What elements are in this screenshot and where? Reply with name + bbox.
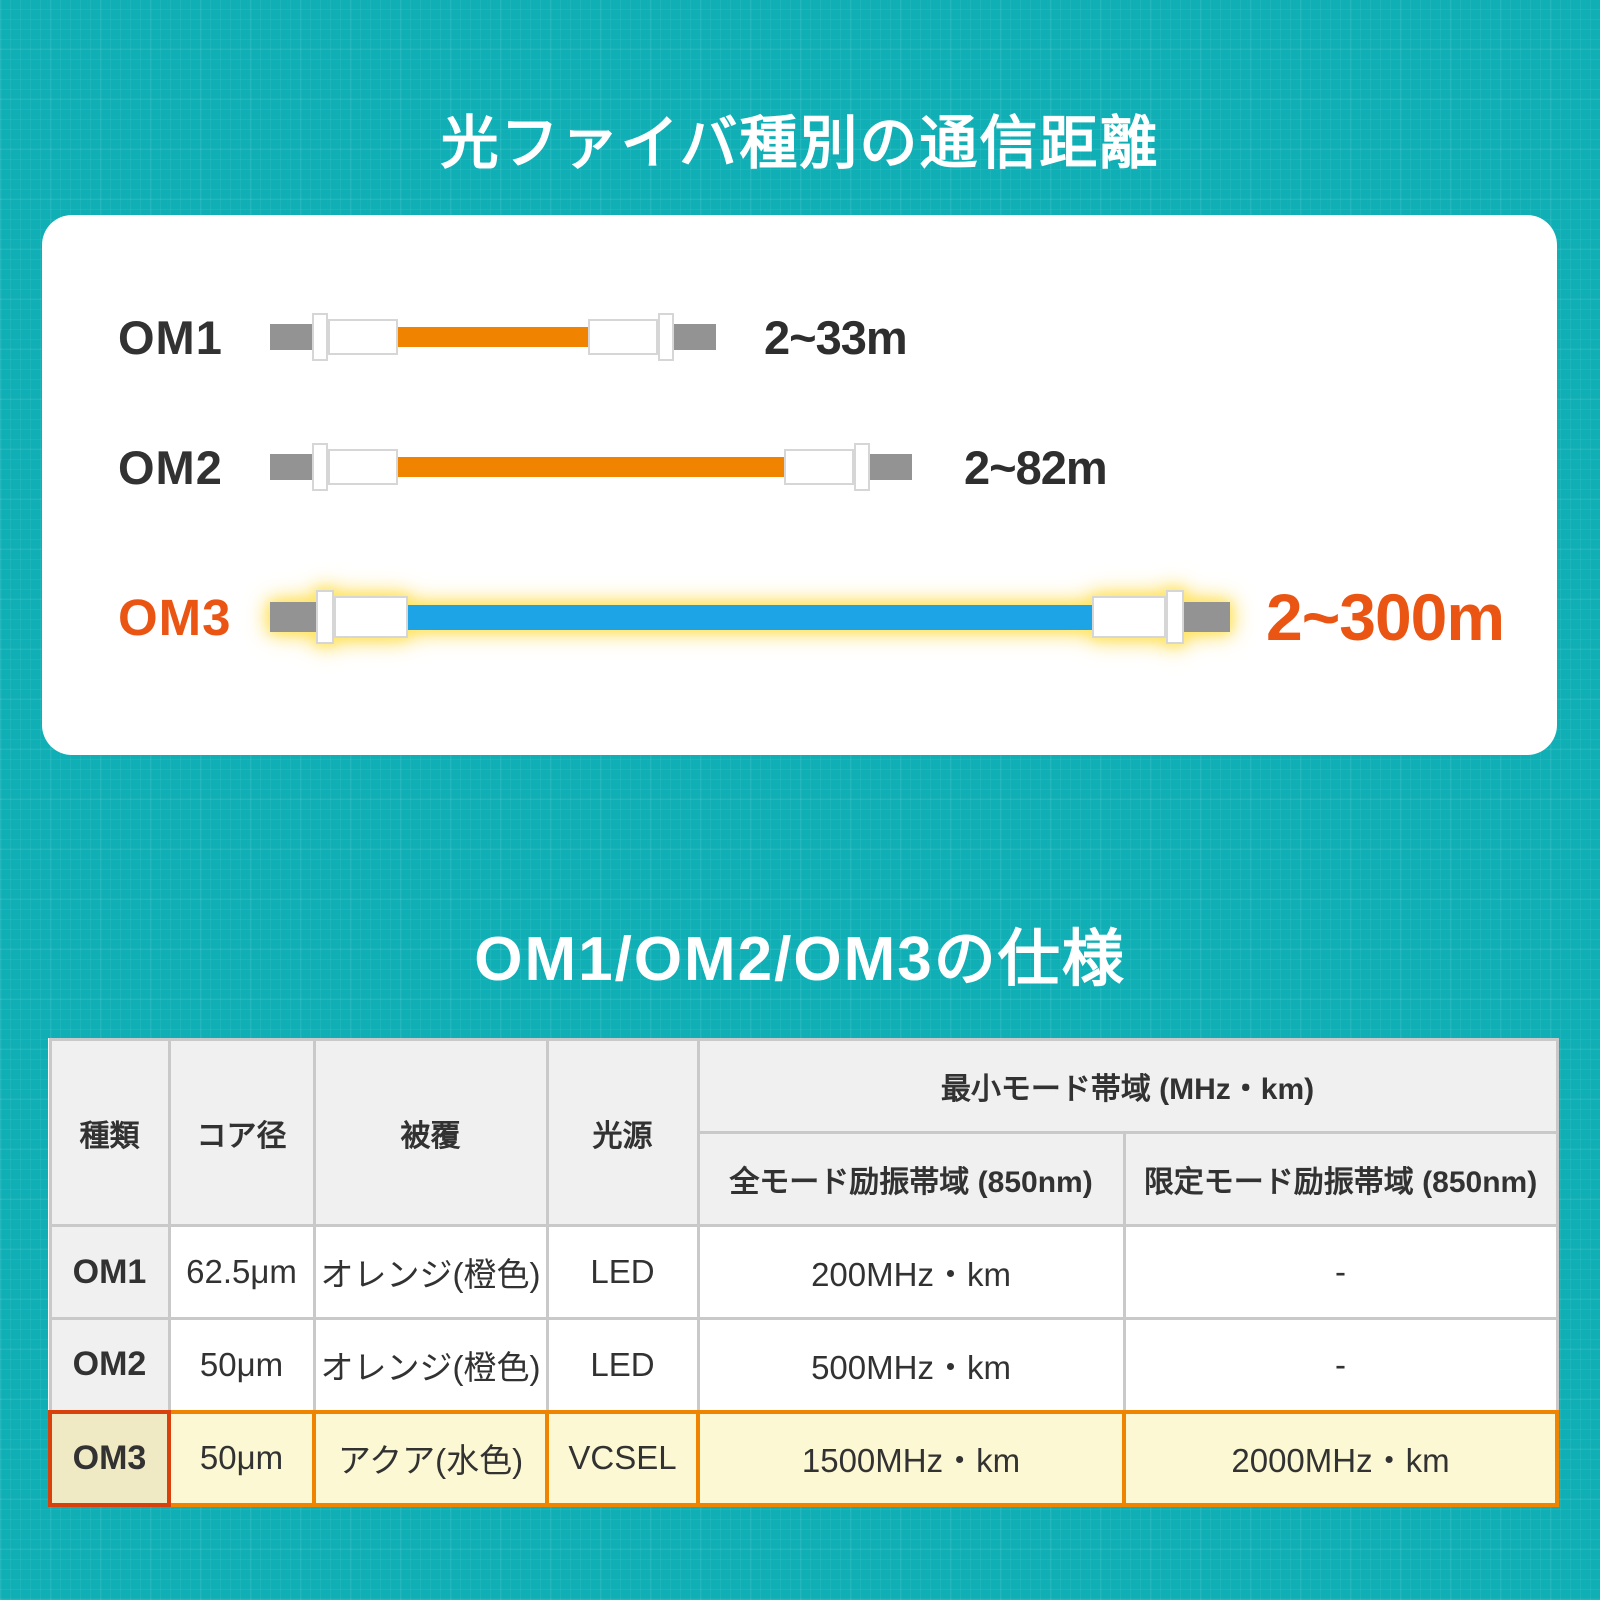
cable-row-om2-label: OM2	[118, 440, 223, 494]
cell-type: OM2	[48, 1317, 171, 1413]
section2-title: OM1/OM2/OM3の仕様	[474, 925, 1126, 994]
connector-body-left	[328, 319, 398, 355]
col-header-restricted-launch: 限定モード励振帯域 (850nm)	[1122, 1131, 1559, 1227]
col-header-min-modal-bandwidth: 最小モード帯域 (MHz・km)	[696, 1038, 1559, 1134]
table-row-om1: OM1 62.5μm オレンジ(橙色) LED 200MHz・km -	[48, 1224, 1559, 1320]
cell-core: 50μm	[167, 1317, 316, 1413]
section1-title: 光ファイバ種別の通信距離	[440, 111, 1160, 176]
cable-line	[398, 327, 588, 347]
col-header-jacket: 被覆	[312, 1038, 549, 1227]
cell-source: LED	[545, 1224, 700, 1320]
connector-boot-left	[270, 454, 312, 480]
cell-core: 62.5μm	[167, 1224, 316, 1320]
connector-tab-right	[1166, 590, 1184, 644]
connector-tab-left	[312, 313, 328, 361]
connector-body-right	[588, 319, 658, 355]
cell-ofl-bandwidth: 1500MHz・km	[696, 1409, 1126, 1507]
spec-table-header-row-2: 全モード励振帯域 (850nm) 限定モード励振帯域 (850nm)	[50, 1131, 1559, 1227]
col-header-core-diameter: コア径	[167, 1038, 316, 1227]
table-row-om2: OM2 50μm オレンジ(橙色) LED 500MHz・km -	[48, 1317, 1559, 1413]
connector-body-left	[334, 596, 408, 638]
cell-type: OM1	[48, 1224, 171, 1320]
fiber-cable-graphic-om2	[270, 443, 912, 491]
cell-ofl-bandwidth: 200MHz・km	[696, 1224, 1126, 1320]
cell-rml-bandwidth: 2000MHz・km	[1122, 1409, 1559, 1507]
cable-row-om3-label: OM3	[118, 588, 232, 646]
col-header-overfilled-launch: 全モード励振帯域 (850nm)	[696, 1131, 1126, 1227]
cell-core: 50μm	[167, 1409, 316, 1507]
connector-boot-right	[1184, 602, 1230, 632]
connector-boot-right	[674, 324, 716, 350]
cable-row-om1: OM1 2~33m	[42, 297, 1557, 377]
cell-rml-bandwidth: -	[1122, 1317, 1559, 1413]
col-header-type: 種類	[48, 1038, 171, 1227]
distance-diagram-card: OM1 2~33m OM2 2~82m OM3	[42, 215, 1557, 755]
fiber-cable-graphic-om3	[270, 590, 1230, 644]
spec-table-header-row-1: 種類 コア径 被覆 光源 最小モード帯域 (MHz・km)	[48, 1038, 1559, 1227]
connector-boot-left	[270, 602, 316, 632]
cable-row-om3: OM3 2~300m	[42, 577, 1557, 657]
cell-jacket: アクア(水色)	[312, 1409, 549, 1507]
distance-label-om1: 2~33m	[764, 310, 908, 364]
cell-jacket: オレンジ(橙色)	[312, 1224, 549, 1320]
cable-row-om1-label: OM1	[118, 310, 223, 364]
cable-row-om2: OM2 2~82m	[42, 427, 1557, 507]
connector-boot-left	[270, 324, 312, 350]
connector-boot-right	[870, 454, 912, 480]
spec-table: 種類 コア径 被覆 光源 最小モード帯域 (MHz・km) 全モード励振帯域 (…	[48, 1038, 1559, 1507]
connector-body-right	[1092, 596, 1166, 638]
cell-type: OM3	[48, 1409, 171, 1507]
connector-tab-right	[658, 313, 674, 361]
connector-tab-left	[312, 443, 328, 491]
connector-tab-left	[316, 590, 334, 644]
cable-line	[398, 457, 784, 477]
cell-jacket: オレンジ(橙色)	[312, 1317, 549, 1413]
distance-label-om3: 2~300m	[1266, 580, 1505, 654]
connector-tab-right	[854, 443, 870, 491]
col-header-light-source: 光源	[545, 1038, 700, 1227]
cell-source: LED	[545, 1317, 700, 1413]
cell-rml-bandwidth: -	[1122, 1224, 1559, 1320]
cell-ofl-bandwidth: 500MHz・km	[696, 1317, 1126, 1413]
fiber-cable-graphic-om1	[270, 313, 716, 361]
table-row-om3-highlighted: OM3 50μm アクア(水色) VCSEL 1500MHz・km 2000MH…	[48, 1409, 1559, 1507]
cell-source: VCSEL	[545, 1409, 700, 1507]
connector-body-right	[784, 449, 854, 485]
distance-label-om2: 2~82m	[964, 440, 1108, 494]
connector-body-left	[328, 449, 398, 485]
cable-line	[408, 604, 1092, 630]
